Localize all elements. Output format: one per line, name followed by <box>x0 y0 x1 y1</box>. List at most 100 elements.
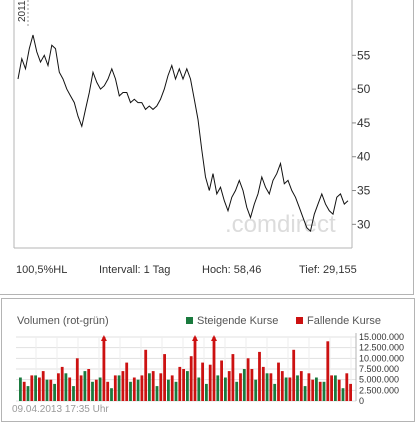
volume-bar-falling <box>60 366 64 401</box>
legend-rising-label: Steigende Kurse <box>197 315 279 327</box>
volume-chart-panel: Volumen (rot-grün) Steigende Kurse Falle… <box>1 298 415 422</box>
volume-bar-falling <box>292 349 296 401</box>
volume-bar-falling <box>307 373 311 401</box>
hl-label: 100,5%HL <box>16 264 68 276</box>
volume-bar-falling <box>87 369 91 401</box>
falling-swatch <box>296 317 303 324</box>
y-tick-label: 0 <box>359 396 364 406</box>
rising-swatch <box>186 317 193 324</box>
volume-bar-falling <box>201 362 204 401</box>
legend-rising: Steigende Kurse <box>186 315 278 327</box>
volume-bar-falling <box>125 362 129 401</box>
volume-bar-falling <box>79 375 83 401</box>
volume-bar-rising <box>197 377 201 401</box>
volume-bar-rising <box>205 383 208 401</box>
volume-bar-rising <box>110 388 113 401</box>
volume-bar-falling <box>102 337 106 401</box>
volume-bar-rising <box>296 375 299 401</box>
volume-bar-rising <box>235 381 239 401</box>
volume-bar-falling <box>288 377 292 401</box>
volume-bar-falling <box>208 364 212 401</box>
volume-bar-falling <box>193 337 197 401</box>
volume-bar-rising <box>273 383 277 401</box>
y-tick-label: 5.000.000 <box>359 375 399 385</box>
volume-bar-rising <box>117 375 121 401</box>
volume-bar-rising <box>265 373 269 401</box>
volume-bar-falling <box>269 373 273 401</box>
overflow-arrow-icon <box>100 335 107 341</box>
price-chart: .comdirect 30 35 40 45 50 55 2011 <box>13 0 371 249</box>
volume-bar-falling <box>94 379 98 401</box>
volume-bar-falling <box>38 377 41 401</box>
volume-bar-falling <box>170 375 174 401</box>
volume-bar-falling <box>132 377 136 401</box>
volume-bar-falling <box>178 366 182 401</box>
volume-title: Volumen (rot-grün) <box>17 315 109 327</box>
volume-bar-rising <box>284 377 288 401</box>
volume-bar-falling <box>220 360 223 401</box>
volume-bar-falling <box>261 366 265 401</box>
volume-bar-falling <box>140 375 144 401</box>
overflow-arrow-icon <box>210 335 217 341</box>
volume-bar-rising <box>174 381 178 401</box>
interval-label: Intervall: 1 Tag <box>99 264 171 276</box>
volume-bar-falling <box>30 375 34 401</box>
volume-bar-rising <box>254 379 258 401</box>
volume-bar-rising <box>98 377 102 401</box>
volume-bar-rising <box>224 377 227 401</box>
volume-bar-rising <box>334 375 337 401</box>
volume-bar-falling <box>151 371 155 401</box>
volume-bar-falling <box>231 354 235 401</box>
volume-bar-rising <box>26 386 30 401</box>
volume-bar-rising <box>136 379 140 401</box>
y-tick-label: 35 <box>357 184 371 198</box>
volume-bar-rising <box>315 377 318 401</box>
volume-chart: 02.500.0005.000.0007.500.00010.000.00012… <box>16 332 404 406</box>
y-tick-label: 12.500.000 <box>359 343 404 353</box>
year-marker-label: 2011 <box>17 0 28 22</box>
volume-bar-rising <box>322 381 326 401</box>
volume-bar-rising <box>83 371 87 401</box>
volume-bar-falling <box>159 373 163 401</box>
volume-bar-rising <box>148 373 151 401</box>
volume-bar-falling <box>41 371 45 401</box>
low-label: Tief: 29,155 <box>299 264 357 276</box>
legend-falling-label: Fallende Kurse <box>307 315 381 327</box>
volume-bar-rising <box>167 379 170 401</box>
high-label: Hoch: 58,46 <box>202 264 262 276</box>
volume-bar-rising <box>186 371 189 401</box>
price-chart-panel: .comdirect 30 35 40 45 50 55 2011 100,5%HL Inte… <box>0 0 414 295</box>
volume-bar-rising <box>72 386 75 401</box>
volume-bar-falling <box>246 358 250 401</box>
volume-bar-rising <box>216 375 220 401</box>
volume-bar-falling <box>318 381 322 401</box>
volume-bar-falling <box>144 349 148 401</box>
volume-bar-falling <box>349 383 352 401</box>
volume-bar-falling <box>182 369 185 401</box>
volume-bar-falling <box>106 381 110 401</box>
volume-bar-falling <box>239 373 242 401</box>
volume-bar-falling <box>227 371 231 401</box>
volume-bar-rising <box>303 386 307 401</box>
y-tick-label: 40 <box>357 150 371 164</box>
y-tick-label: 2.500.000 <box>359 385 399 395</box>
y-tick-label: 30 <box>357 217 371 231</box>
overflow-arrow-icon <box>192 335 199 341</box>
volume-bar-rising <box>19 377 22 401</box>
volume-bar-falling <box>277 362 280 401</box>
volume-bar-rising <box>45 379 49 401</box>
y-tick-label: 50 <box>357 82 371 96</box>
volume-bar-falling <box>345 373 349 401</box>
timestamp: 09.04.2013 17:35 Uhr <box>12 404 109 415</box>
volume-bar-rising <box>64 373 68 401</box>
y-tick-label: 15.000.000 <box>359 332 404 342</box>
volume-bar-falling <box>250 369 254 401</box>
volume-bar-falling <box>68 377 72 401</box>
volume-bar-falling <box>311 379 315 401</box>
volume-bar-falling <box>113 375 117 401</box>
volume-bar-falling <box>57 373 60 401</box>
price-line <box>17 34 349 233</box>
volume-bar-falling <box>75 358 79 401</box>
volume-bar-falling <box>22 381 26 401</box>
y-tick-label: 7.500.000 <box>359 364 399 374</box>
